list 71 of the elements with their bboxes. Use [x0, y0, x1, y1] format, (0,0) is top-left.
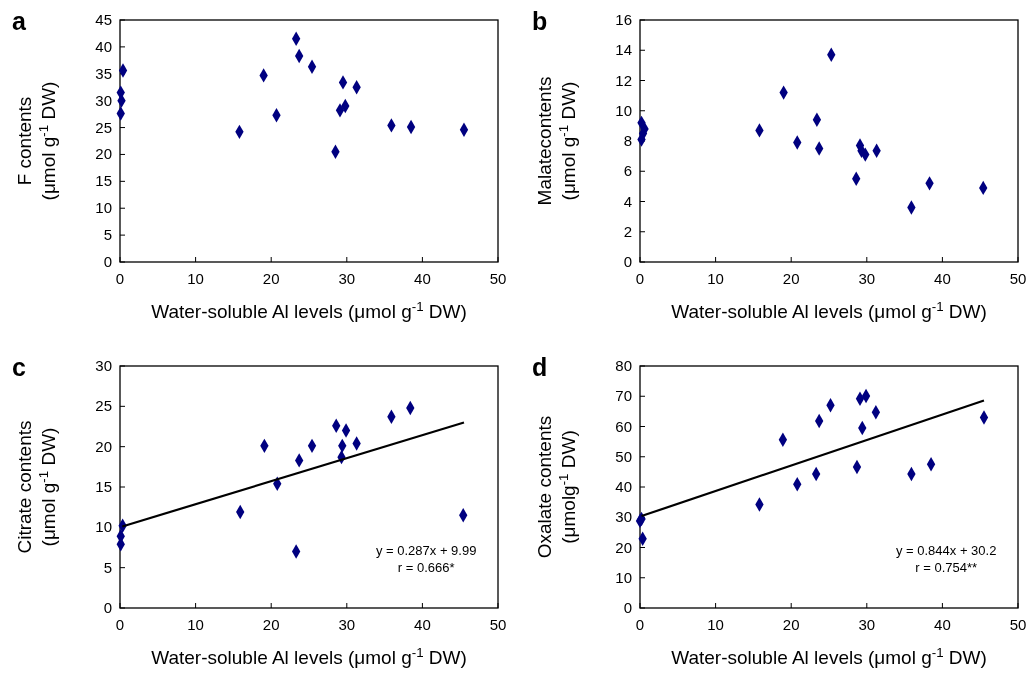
- annotation: r = 0.666*: [397, 559, 455, 575]
- x-tick-label: 0: [115, 616, 125, 633]
- y-tick-label: 0: [103, 253, 112, 270]
- y-tick-label: 50: [615, 447, 632, 465]
- x-tick-label: 0: [635, 616, 645, 633]
- y-tick-label: 25: [95, 397, 112, 415]
- chart-title: d: [532, 353, 548, 381]
- x-tick-label: 20: [262, 270, 280, 287]
- y-tick-label: 30: [615, 508, 632, 526]
- y-tick-label: 40: [95, 37, 112, 55]
- x-tick-label: 0: [635, 270, 645, 287]
- y-tick-label: 5: [103, 558, 112, 576]
- y-tick-label: 70: [615, 387, 632, 405]
- x-tick-label: 30: [858, 270, 876, 287]
- y-tick-label: 5: [103, 226, 112, 244]
- x-tick-label: 10: [707, 616, 724, 633]
- y-tick-label: 2: [623, 222, 632, 240]
- y-tick-label: 45: [95, 11, 112, 28]
- x-tick-label: 40: [414, 270, 431, 287]
- annotation: y = 0.844x + 30.2: [895, 542, 997, 558]
- x-tick-label: 20: [782, 616, 800, 633]
- chart-title: b: [532, 7, 548, 35]
- y-tick-label: 30: [95, 91, 112, 109]
- y-tick-label: 14: [615, 41, 632, 59]
- x-tick-label: 40: [934, 270, 951, 287]
- x-tick-label: 30: [338, 270, 356, 287]
- annotation: y = 0.287x + 9.99: [375, 542, 477, 558]
- x-tick-label: 50: [489, 616, 507, 633]
- y-tick-label: 0: [103, 599, 112, 616]
- x-tick-label: 10: [187, 616, 204, 633]
- y-tick-label: 20: [95, 145, 112, 163]
- y-tick-label: 10: [615, 568, 632, 586]
- x-tick-label: 50: [1009, 616, 1027, 633]
- y-tick-label: 40: [615, 478, 632, 495]
- y-tick-label: 12: [615, 71, 632, 89]
- y-tick-label: 25: [95, 118, 112, 136]
- y-tick-label: 15: [95, 172, 112, 190]
- y-tick-label: 20: [95, 437, 112, 455]
- y-tick-label: 20: [615, 538, 632, 556]
- x-axis-title: Water-soluble Al levels (μmol g$^{-1}$ DW): [671, 644, 987, 668]
- y-tick-label: 8: [623, 132, 632, 149]
- x-tick-label: 30: [858, 616, 876, 633]
- y-tick-label: 60: [615, 417, 632, 435]
- y-tick-label: 16: [615, 11, 632, 28]
- chart-title: c: [12, 353, 26, 381]
- x-tick-label: 40: [934, 616, 951, 633]
- x-tick-label: 30: [338, 616, 356, 633]
- y-tick-label: 0: [623, 253, 632, 270]
- y-tick-label: 15: [95, 478, 112, 495]
- x-tick-label: 10: [707, 270, 724, 287]
- x-tick-label: 20: [782, 270, 800, 287]
- x-axis-title: Water-soluble Al levels (μmol g$^{-1}$ DW): [151, 298, 467, 322]
- x-axis-title: Water-soluble Al levels (μmol g$^{-1}$ DW): [671, 298, 987, 322]
- chart-title: a: [12, 7, 27, 35]
- x-tick-label: 50: [489, 270, 507, 287]
- y-tick-label: 30: [95, 357, 112, 374]
- x-tick-label: 40: [414, 616, 431, 633]
- x-tick-label: 10: [187, 270, 204, 287]
- y-tick-label: 4: [623, 192, 632, 210]
- x-tick-label: 20: [262, 616, 280, 633]
- y-tick-label: 80: [615, 357, 632, 374]
- y-tick-label: 6: [623, 162, 632, 180]
- y-tick-label: 10: [95, 199, 112, 217]
- y-tick-label: 0: [623, 599, 632, 616]
- y-tick-label: 10: [95, 518, 112, 536]
- x-tick-label: 50: [1009, 270, 1027, 287]
- x-tick-label: 0: [115, 270, 125, 287]
- x-axis-title: Water-soluble Al levels (μmol g$^{-1}$ DW): [151, 644, 467, 668]
- annotation: r = 0.754**: [915, 559, 978, 575]
- y-tick-label: 35: [95, 64, 112, 82]
- y-tick-label: 10: [615, 101, 632, 119]
